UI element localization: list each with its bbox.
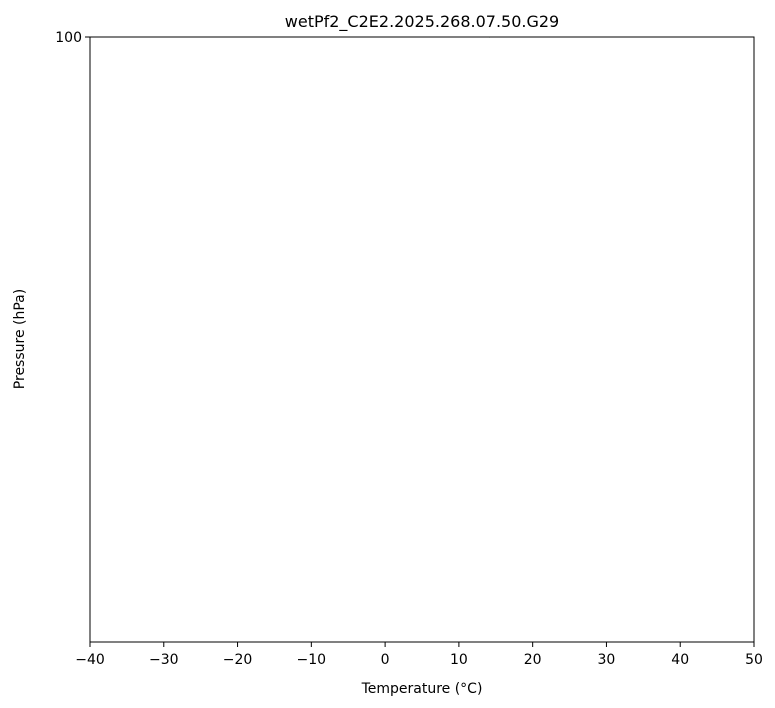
x-tick-label: 50 xyxy=(745,652,763,668)
x-tick-label: 30 xyxy=(598,652,616,668)
x-axis-label: Temperature (°C) xyxy=(361,681,483,697)
dry-adiabat xyxy=(0,0,187,37)
plot-frame xyxy=(89,36,755,643)
isotherm-line xyxy=(172,37,173,38)
moist-adiabat xyxy=(0,0,295,37)
y-axis-ticks: 1002003004005006007008009001000 xyxy=(55,30,90,46)
moist-adiabat xyxy=(0,0,265,37)
x-tick-label: −40 xyxy=(75,652,105,668)
y-tick-label: 100 xyxy=(55,30,82,46)
isotherm-line xyxy=(0,0,25,37)
isotherm-line xyxy=(246,37,247,38)
x-tick-label: 20 xyxy=(524,652,542,668)
x-tick-label: −10 xyxy=(297,652,327,668)
moist-adiabat xyxy=(0,0,177,37)
y-axis-label: Pressure (hPa) xyxy=(12,289,28,389)
isotherm-line xyxy=(678,0,763,37)
moist-adiabat xyxy=(0,0,236,37)
x-axis-ticks: −40 −30 −20 −10 0 10 20 30 40 50 xyxy=(75,642,763,668)
x-tick-label: −30 xyxy=(149,652,179,668)
isotherm-line xyxy=(752,0,775,37)
dry-adiabat xyxy=(0,0,262,37)
moist-adiabat xyxy=(0,0,206,37)
isotherm-line xyxy=(688,37,690,38)
x-tick-label: 10 xyxy=(450,652,468,668)
x-tick-label: 40 xyxy=(671,652,689,668)
moist-adiabat xyxy=(0,0,324,37)
chart-title: wetPf2_C2E2.2025.268.07.50.G29 xyxy=(285,12,559,32)
x-tick-label: −20 xyxy=(223,652,253,668)
x-tick-label: 0 xyxy=(381,652,390,668)
